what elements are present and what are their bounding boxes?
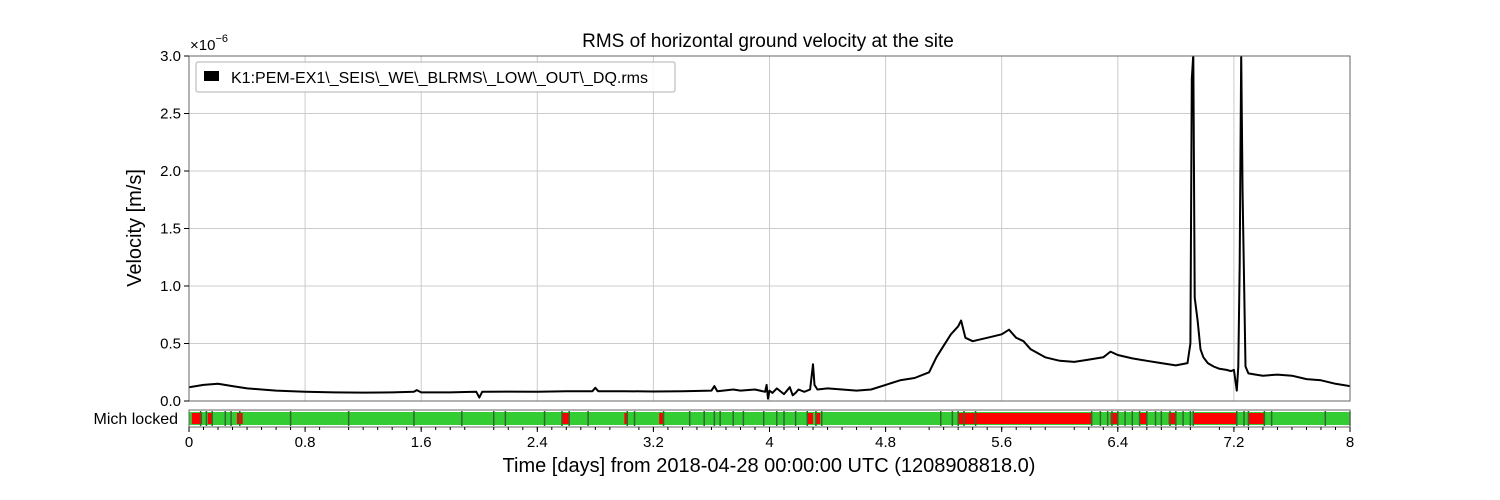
- y-tick-label: 2.5: [160, 106, 181, 123]
- chart-title: RMS of horizontal ground velocity at the…: [582, 31, 954, 52]
- state-segment-off: [191, 413, 203, 424]
- y-tick-label: 3.0: [160, 48, 181, 65]
- x-tick-label: 8: [1346, 434, 1354, 451]
- state-label: Mich locked: [94, 411, 178, 428]
- state-segment-off: [1193, 413, 1237, 424]
- x-tick-label: 4.8: [875, 434, 896, 451]
- y-tick-label: 1.0: [160, 278, 181, 295]
- legend: K1:PEM-EX1\_SEIS\_WE\_BLRMS\_LOW\_OUT\_D…: [195, 61, 676, 93]
- x-tick-label: 0: [185, 434, 193, 451]
- y-tick-label: 1.5: [160, 221, 181, 238]
- state-segment-off: [659, 413, 664, 424]
- x-axis-label: Time [days] from 2018-04-28 00:00:00 UTC…: [503, 455, 1036, 477]
- y-axis: 0.0 0.5 1.0 1.5 2.0 2.5 3.0: [160, 48, 189, 410]
- y-tick-label: 0.0: [160, 393, 181, 410]
- state-segment-off: [807, 413, 814, 424]
- y-axis-label: Velocity [m/s]: [124, 169, 146, 287]
- legend-box: [195, 61, 676, 93]
- state-segment-off: [815, 413, 821, 424]
- legend-swatch: [204, 71, 219, 81]
- y-multiplier-base: ×10: [190, 37, 215, 54]
- state-segment-off: [1110, 413, 1118, 424]
- x-tick-label: 1.6: [411, 434, 432, 451]
- state-segment-off: [561, 413, 570, 424]
- x-tick-label: 0.8: [295, 434, 316, 451]
- legend-label: K1:PEM-EX1\_SEIS\_WE\_BLRMS\_LOW\_OUT\_D…: [231, 70, 648, 87]
- x-tick-label: 7.2: [1223, 434, 1244, 451]
- x-tick-label: 3.2: [643, 434, 664, 451]
- state-segment-off: [1168, 413, 1176, 424]
- state-bar: [189, 411, 1351, 426]
- x-tick-label: 5.6: [991, 434, 1012, 451]
- plot-area: [189, 56, 1350, 400]
- x-tick-label: 4: [765, 434, 773, 451]
- x-tick-label: 6.4: [1107, 434, 1128, 451]
- state-segment-off: [1139, 413, 1147, 424]
- y-multiplier-exponent: −6: [215, 33, 228, 45]
- state-segment-off: [207, 413, 213, 424]
- x-tick-label: 2.4: [527, 434, 548, 451]
- y-tick-label: 2.0: [160, 163, 181, 180]
- y-tick-label: 0.5: [160, 336, 181, 353]
- series-line: [189, 56, 1350, 400]
- state-segment-off: [958, 413, 1092, 424]
- state-segment-off: [624, 413, 628, 424]
- y-multiplier: ×10−6: [190, 33, 228, 54]
- state-segment-off: [1248, 413, 1265, 424]
- x-axis: 0 0.8 1.6 2.4 3.2 4 4.8 5.6 6.4 7.2 8: [185, 427, 1354, 451]
